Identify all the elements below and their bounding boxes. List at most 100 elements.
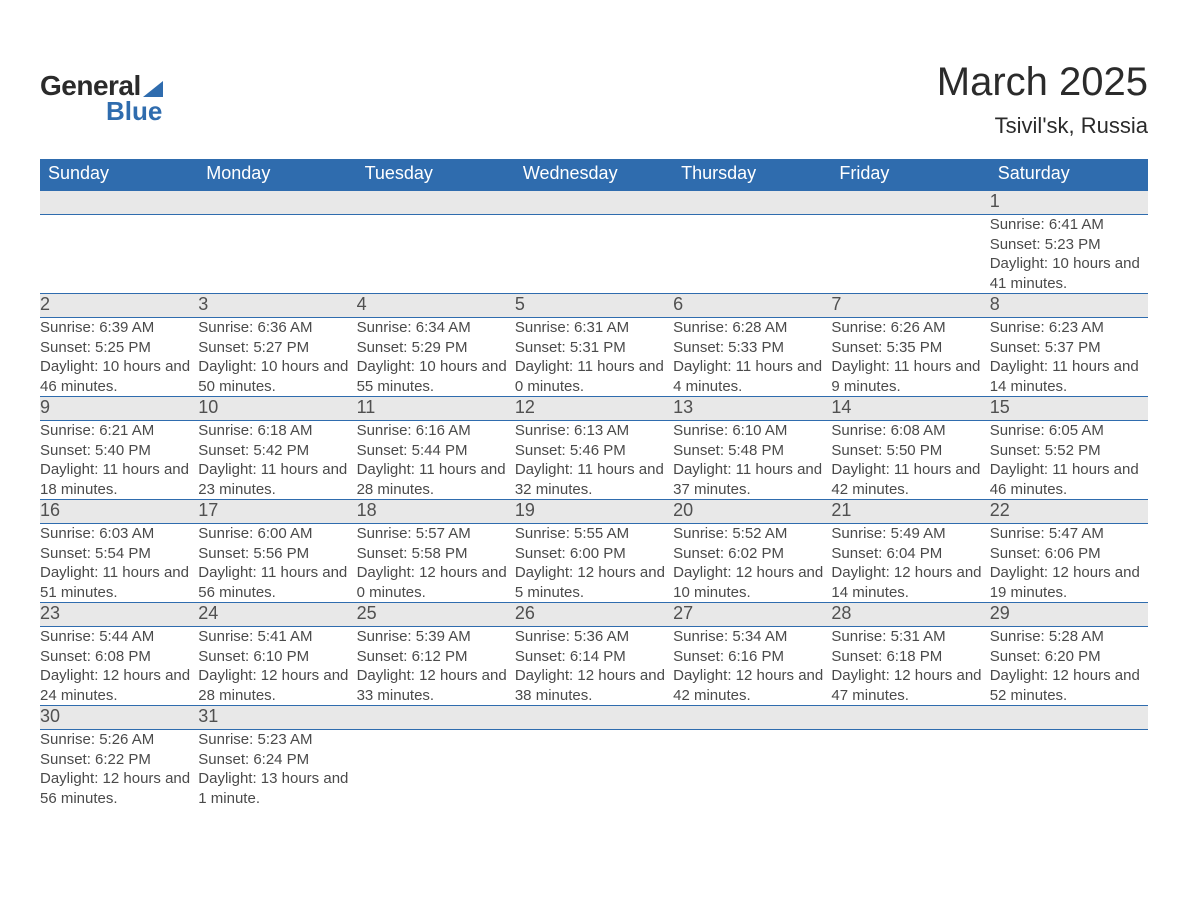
sunrise-text: Sunrise: 5:26 AM xyxy=(40,730,198,750)
location-label: Tsivil'sk, Russia xyxy=(937,113,1148,139)
calendar-table: SundayMondayTuesdayWednesdayThursdayFrid… xyxy=(40,159,1148,808)
sunset-text: Sunset: 5:44 PM xyxy=(357,441,515,461)
daylight-text: Daylight: 11 hours and 32 minutes. xyxy=(515,460,673,499)
day-number-cell xyxy=(357,706,515,730)
sunrise-text: Sunrise: 5:23 AM xyxy=(198,730,356,750)
day-number-cell xyxy=(673,191,831,215)
sunset-text: Sunset: 5:33 PM xyxy=(673,338,831,358)
sunset-text: Sunset: 5:40 PM xyxy=(40,441,198,461)
sunset-text: Sunset: 6:08 PM xyxy=(40,647,198,667)
sunrise-text: Sunrise: 6:41 AM xyxy=(990,215,1148,235)
daynum-row: 9101112131415 xyxy=(40,397,1148,421)
sunrise-text: Sunrise: 5:52 AM xyxy=(673,524,831,544)
day-number-cell: 9 xyxy=(40,397,198,421)
sunrise-text: Sunrise: 5:44 AM xyxy=(40,627,198,647)
day-number-cell xyxy=(515,191,673,215)
daylight-text: Daylight: 12 hours and 33 minutes. xyxy=(357,666,515,705)
day-number-cell: 21 xyxy=(831,500,989,524)
day-detail-cell: Sunrise: 5:26 AMSunset: 6:22 PMDaylight:… xyxy=(40,730,198,809)
day-number-cell xyxy=(357,191,515,215)
daylight-text: Daylight: 12 hours and 5 minutes. xyxy=(515,563,673,602)
day-number-cell xyxy=(990,706,1148,730)
day-number-cell: 13 xyxy=(673,397,831,421)
daylight-text: Daylight: 12 hours and 0 minutes. xyxy=(357,563,515,602)
day-number-cell xyxy=(515,706,673,730)
day-detail-cell: Sunrise: 5:47 AMSunset: 6:06 PMDaylight:… xyxy=(990,524,1148,603)
day-number-cell: 22 xyxy=(990,500,1148,524)
daylight-text: Daylight: 11 hours and 56 minutes. xyxy=(198,563,356,602)
sunrise-text: Sunrise: 6:18 AM xyxy=(198,421,356,441)
day-number-cell: 25 xyxy=(357,603,515,627)
daynum-row: 23242526272829 xyxy=(40,603,1148,627)
day-detail-cell xyxy=(990,730,1148,809)
day-detail-cell: Sunrise: 5:34 AMSunset: 6:16 PMDaylight:… xyxy=(673,627,831,706)
daylight-text: Daylight: 10 hours and 50 minutes. xyxy=(198,357,356,396)
sunset-text: Sunset: 5:54 PM xyxy=(40,544,198,564)
sunrise-text: Sunrise: 6:31 AM xyxy=(515,318,673,338)
day-detail-cell: Sunrise: 6:13 AMSunset: 5:46 PMDaylight:… xyxy=(515,421,673,500)
day-detail-cell: Sunrise: 6:26 AMSunset: 5:35 PMDaylight:… xyxy=(831,318,989,397)
sunset-text: Sunset: 6:24 PM xyxy=(198,750,356,770)
sunrise-text: Sunrise: 6:23 AM xyxy=(990,318,1148,338)
sunrise-text: Sunrise: 6:34 AM xyxy=(357,318,515,338)
day-number-cell xyxy=(40,191,198,215)
logo-triangle-icon xyxy=(143,81,163,97)
day-detail-cell xyxy=(357,215,515,294)
day-number-cell: 12 xyxy=(515,397,673,421)
day-detail-cell: Sunrise: 6:08 AMSunset: 5:50 PMDaylight:… xyxy=(831,421,989,500)
sunset-text: Sunset: 5:25 PM xyxy=(40,338,198,358)
sunrise-text: Sunrise: 6:13 AM xyxy=(515,421,673,441)
daylight-text: Daylight: 12 hours and 38 minutes. xyxy=(515,666,673,705)
day-detail-cell xyxy=(515,730,673,809)
daylight-text: Daylight: 12 hours and 10 minutes. xyxy=(673,563,831,602)
day-detail-cell xyxy=(673,215,831,294)
sunrise-text: Sunrise: 6:03 AM xyxy=(40,524,198,544)
weekday-header: Tuesday xyxy=(357,159,515,191)
day-number-cell: 11 xyxy=(357,397,515,421)
day-detail-cell: Sunrise: 5:28 AMSunset: 6:20 PMDaylight:… xyxy=(990,627,1148,706)
sunrise-text: Sunrise: 5:55 AM xyxy=(515,524,673,544)
sunrise-text: Sunrise: 5:49 AM xyxy=(831,524,989,544)
day-number-cell xyxy=(831,191,989,215)
detail-row: Sunrise: 6:39 AMSunset: 5:25 PMDaylight:… xyxy=(40,318,1148,397)
daylight-text: Daylight: 12 hours and 28 minutes. xyxy=(198,666,356,705)
sunset-text: Sunset: 5:56 PM xyxy=(198,544,356,564)
day-detail-cell: Sunrise: 6:31 AMSunset: 5:31 PMDaylight:… xyxy=(515,318,673,397)
daylight-text: Daylight: 13 hours and 1 minute. xyxy=(198,769,356,808)
day-number-cell: 8 xyxy=(990,294,1148,318)
sunset-text: Sunset: 6:12 PM xyxy=(357,647,515,667)
sunset-text: Sunset: 5:42 PM xyxy=(198,441,356,461)
day-detail-cell: Sunrise: 6:39 AMSunset: 5:25 PMDaylight:… xyxy=(40,318,198,397)
sunrise-text: Sunrise: 6:16 AM xyxy=(357,421,515,441)
sunrise-text: Sunrise: 5:57 AM xyxy=(357,524,515,544)
day-number-cell: 3 xyxy=(198,294,356,318)
daylight-text: Daylight: 12 hours and 52 minutes. xyxy=(990,666,1148,705)
sunset-text: Sunset: 5:58 PM xyxy=(357,544,515,564)
sunset-text: Sunset: 6:06 PM xyxy=(990,544,1148,564)
day-detail-cell: Sunrise: 6:21 AMSunset: 5:40 PMDaylight:… xyxy=(40,421,198,500)
day-detail-cell xyxy=(40,215,198,294)
daylight-text: Daylight: 10 hours and 46 minutes. xyxy=(40,357,198,396)
sunrise-text: Sunrise: 6:36 AM xyxy=(198,318,356,338)
sunrise-text: Sunrise: 5:41 AM xyxy=(198,627,356,647)
sunset-text: Sunset: 6:02 PM xyxy=(673,544,831,564)
daylight-text: Daylight: 12 hours and 47 minutes. xyxy=(831,666,989,705)
detail-row: Sunrise: 5:44 AMSunset: 6:08 PMDaylight:… xyxy=(40,627,1148,706)
daylight-text: Daylight: 12 hours and 56 minutes. xyxy=(40,769,198,808)
sunset-text: Sunset: 5:37 PM xyxy=(990,338,1148,358)
sunrise-text: Sunrise: 5:36 AM xyxy=(515,627,673,647)
day-number-cell: 26 xyxy=(515,603,673,627)
daylight-text: Daylight: 12 hours and 14 minutes. xyxy=(831,563,989,602)
day-detail-cell: Sunrise: 6:05 AMSunset: 5:52 PMDaylight:… xyxy=(990,421,1148,500)
day-number-cell: 14 xyxy=(831,397,989,421)
day-detail-cell: Sunrise: 5:52 AMSunset: 6:02 PMDaylight:… xyxy=(673,524,831,603)
weekday-header: Friday xyxy=(831,159,989,191)
daylight-text: Daylight: 12 hours and 19 minutes. xyxy=(990,563,1148,602)
logo-text-blue: Blue xyxy=(106,96,162,127)
day-number-cell: 20 xyxy=(673,500,831,524)
day-detail-cell: Sunrise: 6:36 AMSunset: 5:27 PMDaylight:… xyxy=(198,318,356,397)
day-number-cell: 1 xyxy=(990,191,1148,215)
brand-logo: General Blue xyxy=(40,70,163,127)
sunset-text: Sunset: 6:20 PM xyxy=(990,647,1148,667)
sunset-text: Sunset: 5:52 PM xyxy=(990,441,1148,461)
